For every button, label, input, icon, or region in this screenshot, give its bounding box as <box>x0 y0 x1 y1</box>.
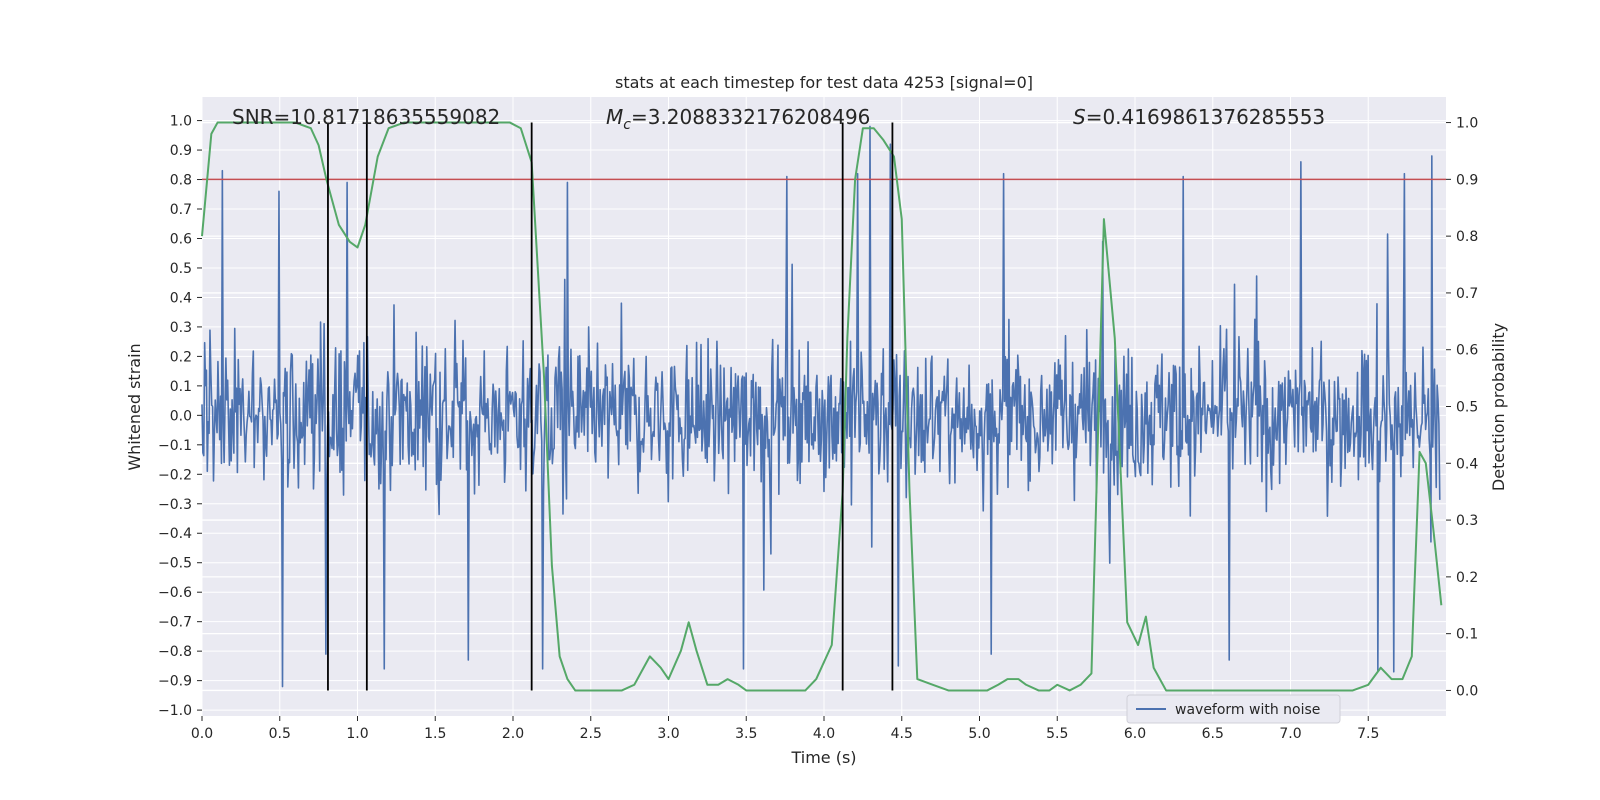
right-tick-label: 0.3 <box>1456 513 1478 529</box>
left-tick-label: −0.4 <box>158 526 192 542</box>
left-tick-label: −0.9 <box>158 674 192 690</box>
waveform-line <box>201 125 1441 688</box>
x-tick-label: 3.5 <box>735 726 757 742</box>
left-tick-label: 0.6 <box>170 231 192 247</box>
left-tick-label: 0.3 <box>170 320 192 336</box>
left-tick-label: 0.2 <box>170 349 192 365</box>
left-tick-label: 0.1 <box>170 379 192 395</box>
chirp-mass-value: =3.2088332176208496 <box>631 105 870 129</box>
left-tick-label: −1.0 <box>158 703 192 719</box>
right-tick-label: 1.0 <box>1456 116 1478 132</box>
left-tick-label: −0.5 <box>158 556 192 572</box>
right-axis-ticks: 0.0 0.1 0.2 0.3 0.4 0.5 0.6 0.7 0.8 0.9 1.0 <box>1446 116 1478 699</box>
x-tick-label: 4.0 <box>813 726 835 742</box>
probability-series <box>201 121 1446 692</box>
right-tick-label: 0.9 <box>1456 172 1478 188</box>
x-tick-label: 5.0 <box>968 726 990 742</box>
left-tick-label: 0.4 <box>170 290 192 306</box>
left-tick-label: 0.0 <box>170 408 192 424</box>
left-tick-label: −0.1 <box>158 438 192 454</box>
right-axis-label: Detection probability <box>1489 323 1508 491</box>
left-tick-label: 0.5 <box>170 261 192 277</box>
x-tick-label: 7.0 <box>1279 726 1301 742</box>
waveform-series <box>201 125 1441 688</box>
x-axis-ticks: 0.0 0.5 1.0 1.5 2.0 2.5 3.0 3.5 4.0 4.5 5.0 5.5 6.0 6… <box>191 716 1379 742</box>
s-value: =0.4169861376285553 <box>1086 105 1325 129</box>
left-tick-label: −0.8 <box>158 644 192 660</box>
left-tick-label: −0.6 <box>158 585 192 601</box>
segment-markers <box>327 122 894 691</box>
x-tick-label: 7.5 <box>1357 726 1379 742</box>
left-tick-label: 1.0 <box>170 114 192 130</box>
left-tick-label: −0.3 <box>158 497 192 513</box>
legend-label: waveform with noise <box>1175 702 1320 718</box>
left-axis-label: Whitened strain <box>125 343 144 470</box>
s-annotation: S=0.4169861376285553 <box>1073 105 1325 129</box>
left-tick-label: 0.9 <box>170 143 192 159</box>
x-tick-label: 3.0 <box>657 726 679 742</box>
chirp-mass-symbol: M <box>606 105 623 129</box>
x-tick-label: 2.0 <box>502 726 524 742</box>
left-tick-label: 0.7 <box>170 202 192 218</box>
legend: waveform with noise <box>1126 694 1341 724</box>
right-tick-label: 0.6 <box>1456 343 1478 359</box>
probability-line <box>201 121 1443 692</box>
s-symbol: S <box>1073 105 1086 129</box>
chirp-mass-subscript: c <box>623 117 631 133</box>
legend-box <box>1126 694 1341 724</box>
right-tick-label: 0.7 <box>1456 286 1478 302</box>
right-tick-label: 0.0 <box>1456 683 1478 699</box>
left-tick-label: −0.7 <box>158 615 192 631</box>
chart-title: stats at each timestep for test data 425… <box>615 73 1033 92</box>
x-tick-label: 6.0 <box>1124 726 1146 742</box>
x-tick-label: 0.5 <box>269 726 291 742</box>
right-tick-label: 0.4 <box>1456 456 1478 472</box>
left-axis-ticks: −1.0 −0.9 −0.8 −0.7 −0.6 −0.5 −0.4 −0.3 −0.2 −0.1… <box>158 114 202 719</box>
right-tick-label: 0.2 <box>1456 570 1478 586</box>
snr-annotation: SNR=10.81718635559082 <box>232 105 500 129</box>
right-tick-label: 0.8 <box>1456 229 1478 245</box>
right-tick-label: 0.1 <box>1456 627 1478 643</box>
left-tick-label: 0.8 <box>170 173 192 189</box>
x-tick-label: 1.5 <box>424 726 446 742</box>
x-axis-label: Time (s) <box>790 748 856 767</box>
x-tick-label: 5.5 <box>1046 726 1068 742</box>
right-tick-label: 0.5 <box>1456 400 1478 416</box>
x-tick-label: 0.0 <box>191 726 213 742</box>
x-tick-label: 4.5 <box>891 726 913 742</box>
x-tick-label: 2.5 <box>580 726 602 742</box>
x-tick-label: 6.5 <box>1202 726 1224 742</box>
x-tick-label: 1.0 <box>346 726 368 742</box>
chirp-mass-annotation: Mc=3.2088332176208496 <box>606 105 870 133</box>
left-tick-label: −0.2 <box>158 467 192 483</box>
